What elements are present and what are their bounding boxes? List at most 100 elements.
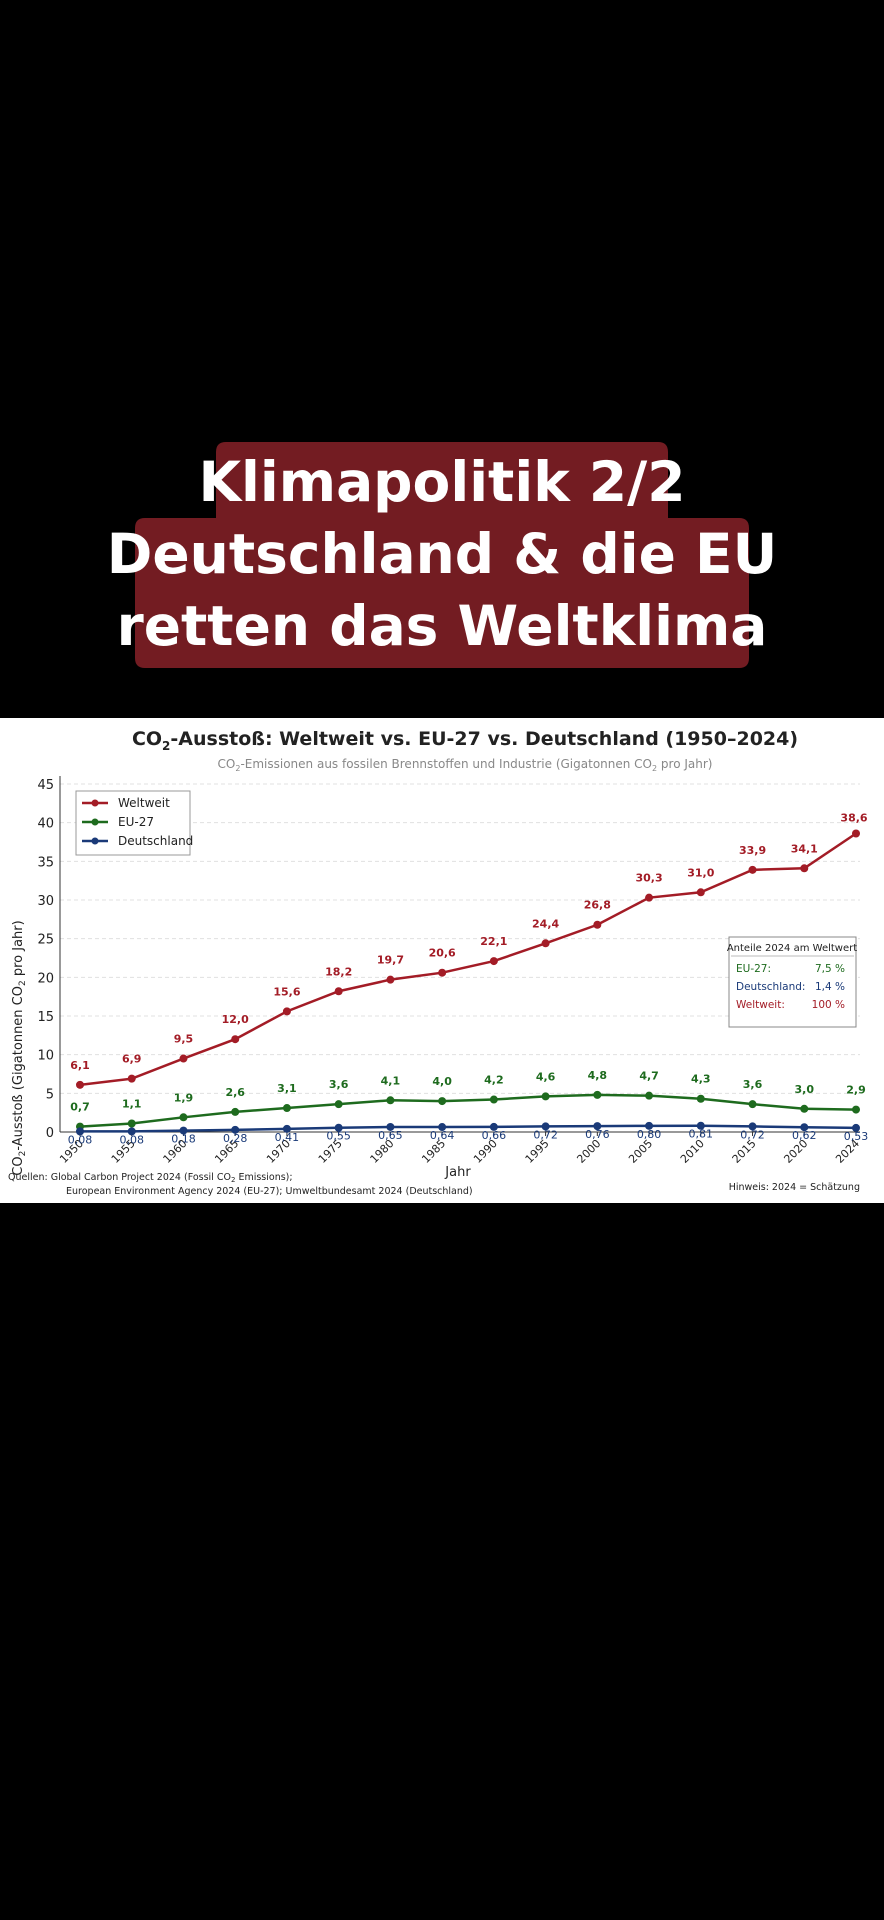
data-label: 2,9 [846, 1084, 866, 1097]
data-label: 26,8 [584, 899, 611, 912]
data-label: 6,9 [122, 1053, 142, 1066]
data-point [748, 1122, 757, 1131]
data-point [489, 957, 498, 966]
data-label: 4,6 [536, 1070, 556, 1083]
data-point [696, 1121, 705, 1130]
series-line-deutschland [80, 1124, 857, 1133]
chart-subtitle: CO2-Emissionen aus fossilen Brennstoffen… [218, 757, 713, 773]
data-label: 0,80 [637, 1128, 662, 1141]
data-label: 19,7 [377, 954, 404, 967]
legend: Weltweit EU-27 Deutschland [75, 790, 193, 856]
data-label: 38,6 [840, 811, 867, 824]
data-label: 0,72 [533, 1128, 558, 1141]
data-point [748, 1100, 757, 1109]
data-point [541, 939, 550, 948]
data-point [852, 1105, 860, 1114]
title-overlay-background [135, 442, 749, 668]
data-label: 9,5 [174, 1033, 194, 1046]
y-tick-label: 0 [46, 1126, 54, 1141]
data-label: 31,0 [687, 866, 714, 879]
y-tick-label: 40 [37, 817, 54, 832]
legend-label: Weltweit [118, 796, 170, 810]
data-point [438, 1123, 447, 1132]
share-box: Anteile 2024 am Weltwert EU-27: 7,5 % Deut… [727, 936, 857, 1028]
data-point [179, 1054, 188, 1063]
share-row-value: 7,5 % [815, 963, 845, 975]
data-label: 34,1 [791, 842, 818, 855]
legend-swatch-marker [91, 799, 99, 807]
data-label: 3,1 [277, 1082, 297, 1095]
y-tick-label: 10 [37, 1049, 54, 1064]
data-point [852, 1123, 860, 1132]
data-point [593, 1090, 602, 1099]
data-label: 3,0 [795, 1083, 815, 1096]
data-point [334, 1123, 343, 1132]
data-point [438, 968, 447, 977]
data-label: 0,7 [70, 1101, 90, 1114]
data-label: 0,41 [275, 1131, 300, 1144]
data-label: 3,6 [743, 1078, 763, 1091]
data-point [179, 1126, 188, 1135]
data-point [645, 1091, 654, 1100]
data-point [386, 975, 395, 984]
source-line-1: Quellen: Global Carbon Project 2024 (Fos… [8, 1172, 293, 1184]
data-point [282, 1007, 291, 1016]
data-point [541, 1092, 550, 1101]
data-point [489, 1122, 498, 1131]
data-point [593, 920, 602, 929]
data-label: 30,3 [635, 872, 662, 885]
y-tick-label: 25 [37, 933, 54, 948]
data-point [852, 829, 860, 838]
data-label: 1,9 [174, 1091, 194, 1104]
data-point [231, 1107, 240, 1116]
co2-chart: CO2-Ausstoß: Weltweit vs. EU-27 vs. Deut… [8, 728, 869, 1197]
share-row-label: Deutschland: [736, 981, 805, 993]
title-box-shape [135, 442, 749, 668]
y-tick-label: 20 [37, 971, 54, 986]
data-point [127, 1127, 136, 1136]
data-label: 4,2 [484, 1074, 504, 1087]
data-label: 6,1 [70, 1059, 90, 1072]
overlay-title-line-1: Klimapolitik 2/2 [198, 450, 686, 514]
data-point [800, 1123, 809, 1132]
legend-label: Deutschland [118, 834, 193, 848]
data-point [593, 1122, 602, 1131]
data-label: 0,53 [844, 1130, 869, 1143]
overlay-title-line-3: retten das Weltklima [116, 594, 768, 658]
data-label: 18,2 [325, 965, 352, 978]
y-tick-label: 5 [46, 1087, 54, 1102]
data-label: 4,8 [588, 1069, 608, 1082]
series-line-eu-27 [79, 1093, 857, 1128]
data-point [386, 1122, 395, 1131]
data-label: 3,6 [329, 1078, 349, 1091]
data-label: 0,81 [689, 1128, 714, 1141]
data-point [645, 1121, 654, 1130]
data-point [76, 1080, 84, 1089]
data-label: 4,1 [381, 1074, 401, 1087]
data-point [645, 893, 654, 902]
share-box-rows: EU-27: 7,5 % Deutschland: 1,4 % Weltweit: 100… [736, 963, 845, 1011]
chart-title: CO2-Ausstoß: Weltweit vs. EU-27 vs. Deut… [132, 728, 798, 753]
share-row-label: Weltweit: [736, 999, 785, 1011]
data-point [127, 1074, 136, 1083]
data-label: 2,6 [225, 1086, 245, 1099]
data-label: 0,28 [223, 1132, 248, 1145]
data-point [696, 888, 705, 897]
x-tick-label: 2005 [626, 1137, 655, 1166]
data-point [282, 1124, 291, 1133]
data-label: 1,1 [122, 1097, 142, 1110]
data-point [231, 1125, 240, 1134]
data-label: 33,9 [739, 844, 766, 857]
y-tick-label: 15 [37, 1010, 54, 1025]
data-label: 22,1 [480, 935, 507, 948]
data-label: 4,7 [639, 1070, 659, 1083]
data-label: 0,08 [119, 1133, 144, 1146]
share-box-frame [728, 936, 857, 1028]
legend-label: EU-27 [118, 815, 154, 829]
chart-panel: CO2-Ausstoß: Weltweit vs. EU-27 vs. Deut… [0, 718, 884, 1203]
data-label: 0,65 [378, 1129, 403, 1142]
data-label: 0,55 [326, 1130, 351, 1143]
title-overlay: Klimapolitik 2/2 Deutschland & die EU re… [0, 440, 884, 670]
y-tick-label: 30 [37, 894, 54, 909]
data-label: 0,08 [68, 1133, 93, 1146]
